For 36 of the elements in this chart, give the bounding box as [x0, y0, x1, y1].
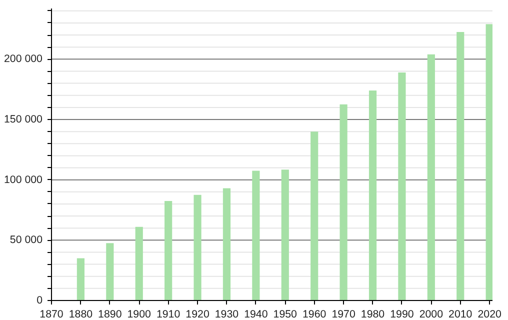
- x-tick-label: 1980: [360, 308, 385, 320]
- x-tick-label: 1910: [156, 308, 180, 320]
- x-tick-label: 1870: [40, 308, 64, 320]
- x-tick-label: 1960: [302, 308, 326, 320]
- x-tick-label: 2020: [478, 308, 502, 320]
- x-tick-label: 1900: [127, 308, 152, 320]
- bar: [76, 258, 84, 300]
- x-tick-label: 1930: [214, 308, 239, 320]
- bar: [135, 226, 143, 300]
- bar: [222, 188, 231, 300]
- x-tick-label: 1940: [244, 308, 268, 320]
- bar: [398, 72, 406, 300]
- y-tick-label: 150 000: [4, 114, 43, 126]
- bar: [194, 194, 202, 300]
- y-tick-label: 100 000: [4, 174, 43, 186]
- x-tick-label: 2010: [448, 308, 472, 320]
- bar: [310, 132, 318, 300]
- y-tick-label: 0: [36, 294, 43, 306]
- bar: [281, 170, 289, 300]
- y-tick-label: 50 000: [10, 234, 43, 246]
- x-tick-label: 1890: [98, 308, 122, 320]
- bar: [368, 90, 377, 300]
- bar: [456, 32, 464, 300]
- x-tick-label: 1950: [273, 308, 298, 320]
- x-tick-label: 1990: [390, 308, 414, 320]
- bar: [252, 170, 260, 300]
- y-tick-label: 200 000: [4, 53, 43, 66]
- x-tick-label: 1920: [186, 308, 210, 320]
- x-tick-label: 2000: [419, 308, 444, 320]
- x-tick-label: 1970: [332, 308, 356, 320]
- bar: [340, 104, 348, 300]
- x-tick-label: 1880: [68, 308, 93, 320]
- bar: [486, 24, 492, 300]
- bar: [427, 54, 435, 300]
- bar: [106, 243, 114, 300]
- bar: [164, 200, 172, 300]
